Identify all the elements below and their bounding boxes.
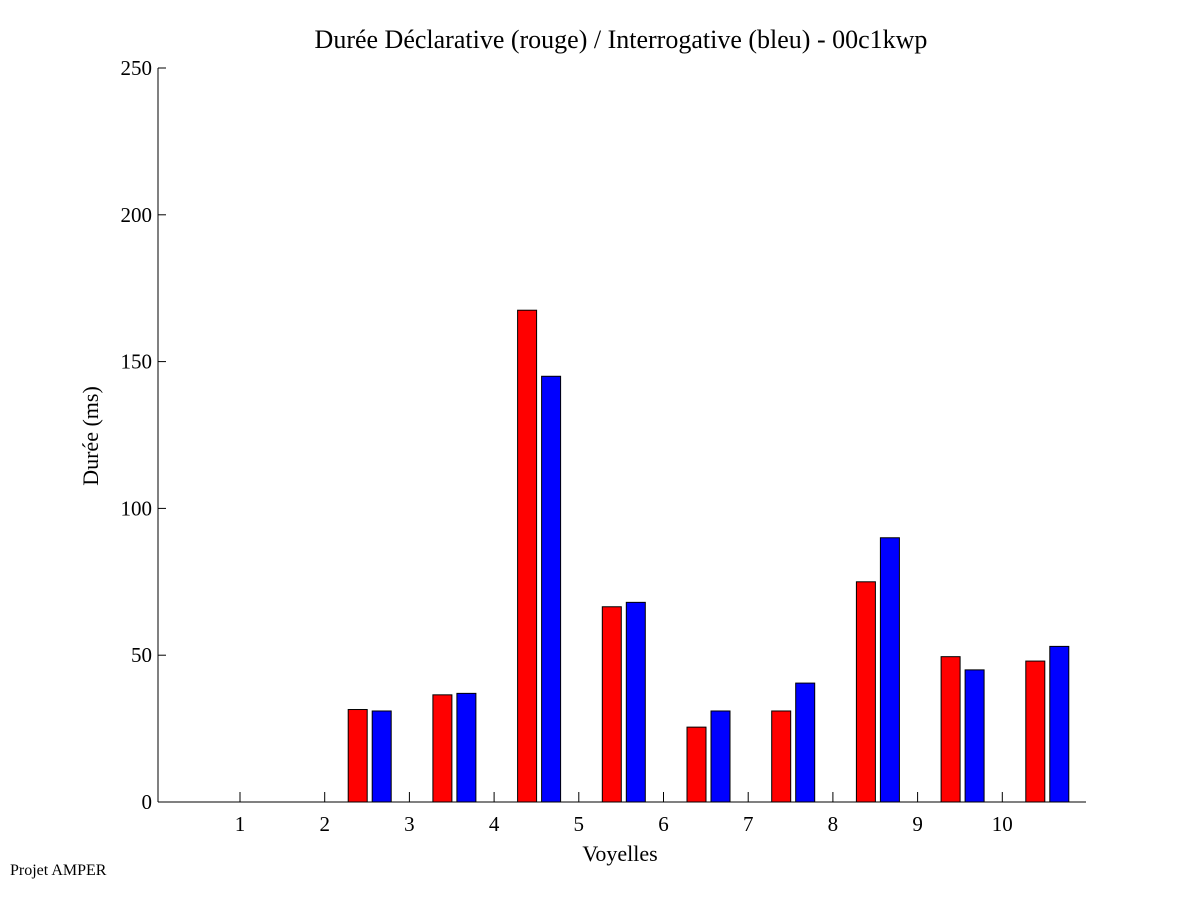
bar-interrogative [795,682,816,803]
bar-declarative [686,726,707,803]
x-tick-label: 1 [235,812,246,836]
plot-area [347,309,1070,803]
y-tick-label: 0 [142,790,153,814]
x-tick-label: 9 [912,812,923,836]
y-axis-label: Durée (ms) [78,386,103,486]
x-tick-label: 10 [992,812,1013,836]
bar-interrogative [625,601,646,803]
chart-title: Durée Déclarative (rouge) / Interrogativ… [315,25,928,54]
x-tick-label: 2 [319,812,330,836]
bar-declarative [855,581,876,803]
y-tick-label: 150 [121,350,153,374]
bar-declarative [1025,660,1046,803]
x-tick-label: 3 [404,812,415,836]
x-tick-label: 7 [743,812,754,836]
x-tick-label: 8 [828,812,839,836]
y-tick-label: 50 [131,643,152,667]
footer-note: Projet AMPER [10,862,107,879]
y-tick-label: 200 [121,203,153,227]
bar-declarative [771,710,792,803]
bar-declarative [347,709,368,803]
bar-interrogative [1049,645,1070,803]
bar-interrogative [456,692,477,803]
x-tick-label: 4 [489,812,500,836]
bar-interrogative [371,710,392,803]
y-tick-label: 100 [121,496,153,520]
x-axis-label: Voyelles [582,841,657,866]
bar-interrogative [879,537,900,803]
bar-interrogative [710,710,731,803]
x-tick-label: 5 [574,812,585,836]
bar-declarative [432,694,453,803]
y-axis-ticks: 0 50 100 150 200 250 [121,56,166,814]
x-axis-ticks: 1 2 3 4 5 6 7 8 9 10 [235,792,1013,836]
bar-declarative [601,606,622,803]
bar-declarative [517,309,538,803]
x-tick-label: 6 [658,812,669,836]
bar-interrogative [964,669,985,803]
bar-declarative [940,656,961,803]
y-tick-label: 250 [121,56,153,80]
bar-interrogative [541,375,562,803]
